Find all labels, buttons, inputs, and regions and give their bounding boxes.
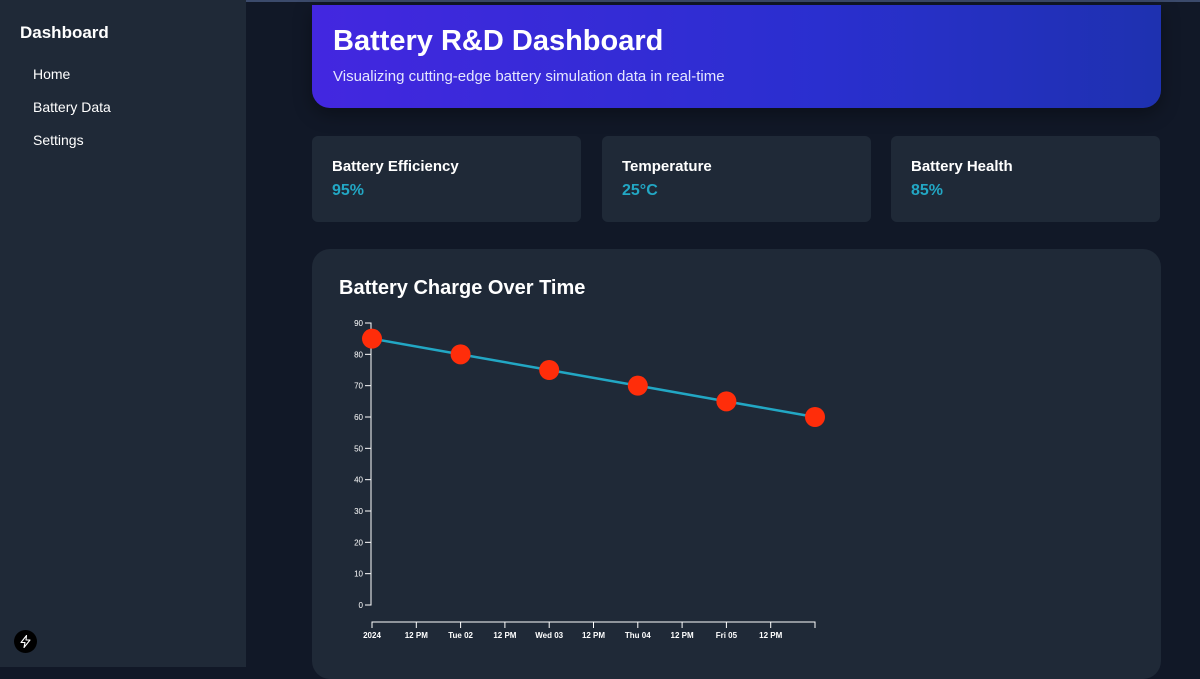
y-tick-label: 70 <box>354 382 363 391</box>
battery-charge-chart: 0 10 20 30 40 50 60 70 80 90 2024 12 PM Tue 02 12 PM W… <box>354 319 825 640</box>
y-tick-label: 0 <box>359 601 364 610</box>
y-tick-label: 30 <box>354 507 363 516</box>
data-point <box>716 391 737 412</box>
y-tick-label: 40 <box>354 476 363 485</box>
x-tick-label: 12 PM <box>759 631 782 640</box>
x-tick-label: Fri 05 <box>716 631 738 640</box>
y-axis-line <box>365 322 372 606</box>
y-tick-label: 80 <box>354 350 363 359</box>
stat-value: 95% <box>332 182 365 199</box>
sidebar: Dashboard Home Battery Data Settings <box>0 0 246 667</box>
stat-card-efficiency: Battery Efficiency 95% <box>312 136 581 222</box>
y-tick-label: 50 <box>354 444 363 453</box>
sidebar-item-settings[interactable]: Settings <box>33 132 84 148</box>
x-tick-label: Thu 04 <box>625 631 651 640</box>
stat-label: Temperature <box>622 158 712 175</box>
page-title: Battery R&D Dashboard <box>333 25 664 57</box>
sidebar-item-home[interactable]: Home <box>33 66 71 82</box>
data-point <box>805 407 825 427</box>
x-tick-label: Wed 03 <box>535 631 563 640</box>
sidebar-title: Dashboard <box>20 23 109 42</box>
bolt-icon <box>20 635 31 648</box>
page-subtitle: Visualizing cutting-edge battery simulat… <box>333 68 725 85</box>
stat-card-health: Battery Health 85% <box>891 136 1160 222</box>
stat-value: 25°C <box>622 182 658 199</box>
x-tick-label: 12 PM <box>493 631 516 640</box>
stat-value: 85% <box>911 182 944 199</box>
sidebar-nav: Home Battery Data Settings <box>33 66 111 165</box>
y-tick-label: 60 <box>354 413 363 422</box>
y-tick-label: 20 <box>354 538 363 547</box>
x-tick-label: 12 PM <box>671 631 694 640</box>
chart-title: Battery Charge Over Time <box>339 277 586 299</box>
y-tick-label: 10 <box>354 570 363 579</box>
stat-card-temperature: Temperature 25°C <box>602 136 871 222</box>
x-tick-label: 2024 <box>363 631 381 640</box>
chart-panel: Battery Charge Over Time 0 10 20 30 40 50 60 70… <box>312 249 1161 679</box>
series-line <box>371 337 816 419</box>
window-top-border <box>0 0 1200 2</box>
x-tick-label: 12 PM <box>582 631 605 640</box>
dev-tools-bolt-icon[interactable] <box>14 630 37 653</box>
stat-label: Battery Efficiency <box>332 158 459 175</box>
data-point <box>362 328 382 349</box>
y-tick-label: 90 <box>354 319 363 328</box>
data-point <box>450 344 471 365</box>
x-tick-label: Tue 02 <box>448 631 473 640</box>
data-point <box>627 375 648 396</box>
header-banner: Battery R&D Dashboard Visualizing cuttin… <box>312 5 1161 108</box>
data-point <box>539 360 560 380</box>
sidebar-item-battery-data[interactable]: Battery Data <box>33 99 111 115</box>
x-tick-label: 12 PM <box>405 631 428 640</box>
stat-label: Battery Health <box>911 158 1013 175</box>
